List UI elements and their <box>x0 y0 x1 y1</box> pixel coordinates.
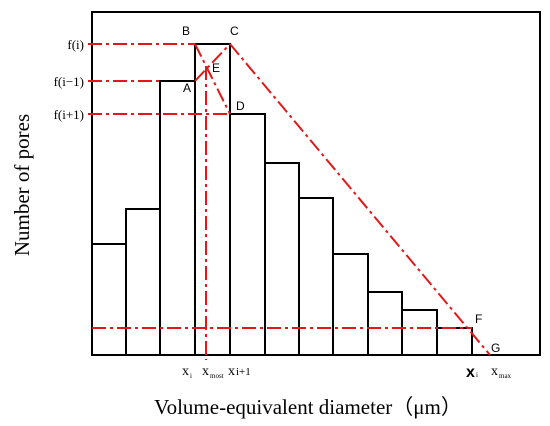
svg-text:x: x <box>466 364 475 381</box>
xtick-xip1: x i+1 <box>228 364 251 379</box>
bar-6 <box>264 162 300 356</box>
svg-text:x: x <box>491 364 498 379</box>
point-label-b: B <box>182 24 190 38</box>
bar-5 <box>229 113 266 356</box>
point-label-d: D <box>236 99 245 113</box>
point-label-c: C <box>230 24 239 38</box>
ytick-fi: f(i) <box>67 37 84 52</box>
guide-ac-diagonal <box>194 43 231 82</box>
xtick-xj: x i <box>466 364 478 381</box>
svg-text:i+1: i+1 <box>236 366 251 378</box>
bar-3 <box>159 80 196 356</box>
bar-9 <box>367 291 403 356</box>
xtick-xi-left: x i <box>182 364 192 380</box>
bar-4 <box>194 43 231 356</box>
bar-11 <box>436 327 473 356</box>
guide-cg-tangent <box>229 43 491 356</box>
bar-2 <box>125 208 161 356</box>
svg-text:x: x <box>228 364 235 379</box>
xtick-xmax: x max <box>491 364 512 380</box>
x-axis-label: Volume-equivalent diameter（μm） <box>154 395 462 419</box>
histogram-bars <box>91 43 473 356</box>
point-label-g: G <box>491 341 500 355</box>
bar-1 <box>91 243 127 356</box>
bar-8 <box>332 253 369 356</box>
ytick-fip1: f(i+1) <box>54 107 84 122</box>
svg-text:x: x <box>182 364 189 379</box>
point-label-e: E <box>212 61 220 75</box>
bar-10 <box>401 309 438 356</box>
svg-text:i: i <box>476 371 478 379</box>
point-label-a: A <box>183 81 191 95</box>
y-axis-label: Number of pores <box>10 114 34 256</box>
guide-be-diagonal <box>194 43 231 115</box>
bar-7 <box>298 197 334 356</box>
point-label-f: F <box>475 312 482 326</box>
svg-text:max: max <box>499 372 512 380</box>
svg-text:most: most <box>210 372 224 380</box>
xtick-xmost: x most <box>202 364 224 380</box>
svg-text:i: i <box>190 372 192 380</box>
guide-lines <box>88 43 491 360</box>
svg-text:x: x <box>202 364 209 379</box>
ytick-fim1: f(i−1) <box>54 74 84 89</box>
